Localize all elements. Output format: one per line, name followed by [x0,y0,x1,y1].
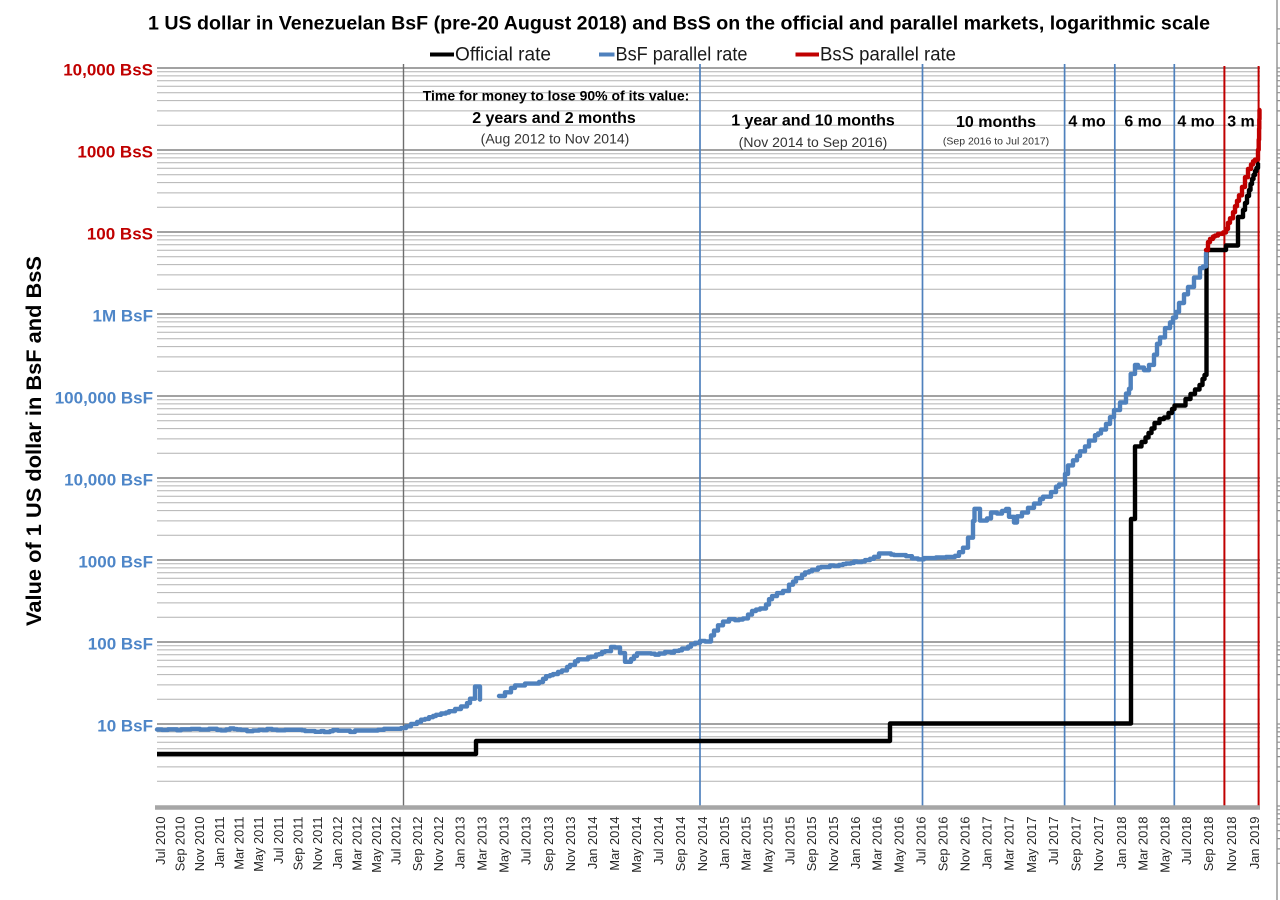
svg-text:Nov 2010: Nov 2010 [192,817,207,872]
svg-text:Nov 2018: Nov 2018 [1224,817,1239,872]
svg-text:Jul 2012: Jul 2012 [389,817,404,865]
svg-text:Jul 2010: Jul 2010 [153,817,168,865]
svg-text:4 mo: 4 mo [1177,114,1215,131]
svg-text:(Sep 2016 to Jul 2017): (Sep 2016 to Jul 2017) [943,136,1049,148]
svg-text:Time for money to lose 90% of: Time for money to lose 90% of its value: [423,88,690,104]
svg-text:Jan 2014: Jan 2014 [585,817,600,870]
svg-text:Jan 2013: Jan 2013 [453,817,468,870]
svg-text:Mar 2014: Mar 2014 [607,817,622,871]
svg-text:May 2012: May 2012 [369,817,384,873]
svg-text:(Aug 2012 to Nov 2014): (Aug 2012 to Nov 2014) [481,131,630,147]
svg-text:Mar 2016: Mar 2016 [870,817,885,871]
svg-text:Jul 2014: Jul 2014 [651,817,666,865]
svg-text:Sep 2016: Sep 2016 [935,817,950,872]
svg-text:Mar 2013: Mar 2013 [475,817,490,871]
svg-text:Nov 2012: Nov 2012 [431,817,446,872]
svg-text:Jan 2017: Jan 2017 [979,817,994,870]
svg-text:May 2017: May 2017 [1024,817,1039,873]
svg-text:May 2013: May 2013 [497,817,512,873]
svg-text:Jan 2015: Jan 2015 [717,817,732,870]
svg-text:May 2015: May 2015 [760,817,775,873]
svg-text:Nov 2015: Nov 2015 [826,817,841,872]
svg-text:1000 BsF: 1000 BsF [78,552,153,571]
svg-text:BsS parallel rate: BsS parallel rate [820,45,956,66]
svg-text:Jul 2013: Jul 2013 [519,817,534,865]
svg-text:Nov 2016: Nov 2016 [957,817,972,872]
svg-text:1 year and 10 months: 1 year and 10 months [731,113,895,130]
svg-text:Sep 2011: Sep 2011 [290,817,305,871]
svg-text:3 m: 3 m [1227,114,1255,131]
svg-text:Jan 2019: Jan 2019 [1247,817,1262,870]
svg-text:Jul 2011: Jul 2011 [271,817,286,864]
svg-text:4 mo: 4 mo [1068,114,1106,131]
svg-text:Mar 2011: Mar 2011 [232,817,247,870]
svg-text:6 mo: 6 mo [1124,114,1162,131]
svg-text:Sep 2013: Sep 2013 [541,817,556,872]
svg-text:10,000 BsS: 10,000 BsS [63,60,153,79]
svg-text:Jan 2011: Jan 2011 [212,817,227,869]
svg-text:1000 BsS: 1000 BsS [77,142,153,161]
svg-text:May 2011: May 2011 [251,817,266,872]
svg-text:10,000 BsF: 10,000 BsF [64,470,153,489]
svg-text:Nov 2017: Nov 2017 [1091,817,1106,872]
svg-text:May 2014: May 2014 [629,817,644,873]
svg-text:Nov 2014: Nov 2014 [695,817,710,872]
svg-text:Nov 2011: Nov 2011 [310,817,325,871]
svg-text:Value of 1 US dollar in BsF an: Value of 1 US dollar in BsF and BsS [23,256,46,626]
svg-text:10 months: 10 months [956,114,1036,131]
svg-text:Sep 2017: Sep 2017 [1069,817,1084,872]
svg-text:Mar 2012: Mar 2012 [349,817,364,871]
svg-text:Sep 2010: Sep 2010 [173,817,188,872]
svg-text:Nov 2013: Nov 2013 [563,817,578,872]
svg-text:1 US dollar in Venezuelan BsF: 1 US dollar in Venezuelan BsF (pre-20 Au… [148,13,1210,35]
svg-text:1M BsF: 1M BsF [93,306,153,325]
svg-text:Jan 2018: Jan 2018 [1114,817,1129,870]
svg-text:Sep 2012: Sep 2012 [410,817,425,872]
svg-text:BsF parallel rate: BsF parallel rate [616,45,748,66]
svg-text:Jan 2016: Jan 2016 [848,817,863,870]
svg-text:May 2016: May 2016 [892,817,907,873]
svg-text:Mar 2018: Mar 2018 [1136,817,1151,871]
svg-text:100 BsF: 100 BsF [88,634,153,653]
svg-text:Mar 2017: Mar 2017 [1002,817,1017,871]
svg-text:Sep 2014: Sep 2014 [673,817,688,872]
svg-text:Jul 2018: Jul 2018 [1179,817,1194,865]
svg-text:100,000 BsF: 100,000 BsF [55,388,153,407]
svg-text:Jul 2016: Jul 2016 [913,817,928,865]
svg-text:Sep 2015: Sep 2015 [804,817,819,872]
svg-text:Jul 2015: Jul 2015 [782,817,797,865]
svg-text:2 years and 2 months: 2 years and 2 months [472,110,636,127]
svg-text:Mar 2015: Mar 2015 [739,817,754,871]
svg-text:10 BsF: 10 BsF [97,716,153,735]
svg-text:Sep 2018: Sep 2018 [1201,817,1216,872]
svg-text:(Nov 2014 to Sep 2016): (Nov 2014 to Sep 2016) [739,134,888,150]
svg-text:Jan 2012: Jan 2012 [330,817,345,870]
svg-text:Official rate: Official rate [455,45,551,66]
svg-text:100 BsS: 100 BsS [87,224,153,243]
svg-text:May 2018: May 2018 [1157,817,1172,873]
svg-text:Jul 2017: Jul 2017 [1046,817,1061,865]
